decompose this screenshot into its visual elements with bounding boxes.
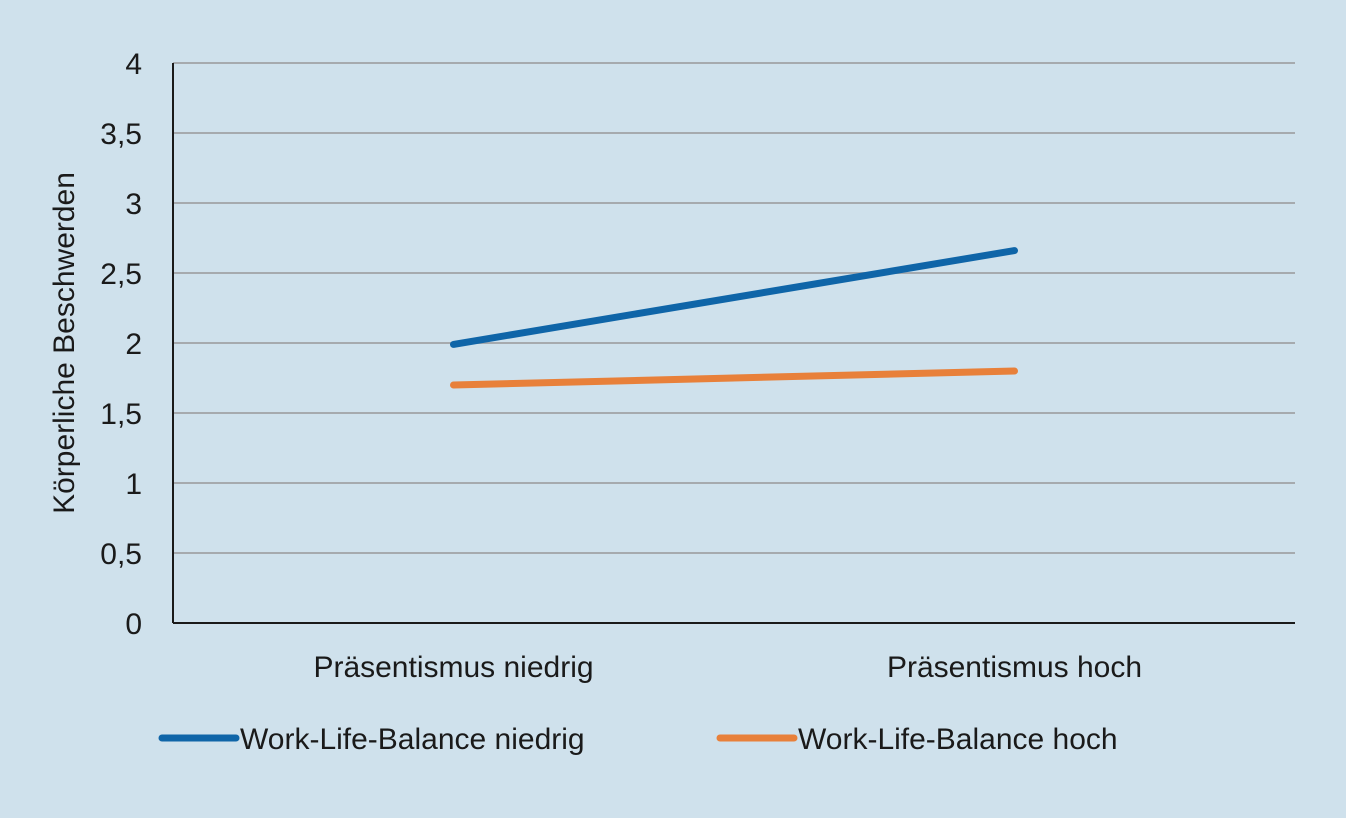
x-tick-labels: Präsentismus niedrig Präsentismus hoch [313,651,1142,684]
legend: Work-Life-Balance niedrig Work-Life-Balan… [158,723,1118,756]
y-tick-label: 4 [125,48,142,81]
y-tick-label: 3,5 [100,118,142,151]
series-line [450,367,1018,389]
y-tick-label: 0,5 [100,538,142,571]
y-axis-label: Körperliche Beschwerden [48,172,81,514]
legend-label: Work-Life-Balance niedrig [240,723,585,756]
y-tick-label: 2 [125,328,142,361]
y-tick-label: 3 [125,188,142,221]
series-line [450,247,1018,348]
x-tick-label: Präsentismus niedrig [313,651,593,684]
y-tick-label: 2,5 [100,258,142,291]
axes [172,63,1295,624]
gridlines [173,62,1295,554]
y-tick-label: 0 [125,608,142,641]
series-lines [450,247,1018,389]
y-tick-labels: 0 0,5 1 1,5 2 2,5 3 3,5 4 [100,48,142,641]
y-tick-label: 1,5 [100,398,142,431]
legend-label: Work-Life-Balance hoch [798,723,1118,756]
y-tick-label: 1 [125,468,142,501]
x-tick-label: Präsentismus hoch [887,651,1142,684]
